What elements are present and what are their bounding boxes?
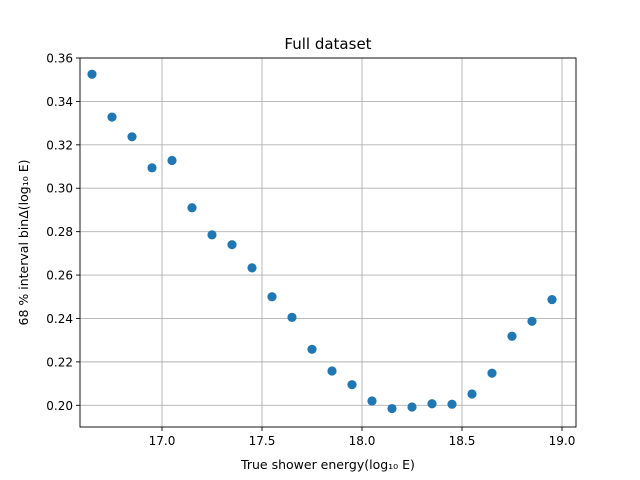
data-point: [307, 344, 317, 354]
data-point: [347, 380, 357, 390]
x-tick-label: 18.5: [449, 434, 476, 448]
x-axis: 17.0 17.5 18.0 18.5 19.0: [149, 427, 576, 448]
x-tick-label: 18.0: [349, 434, 376, 448]
data-point: [87, 69, 97, 79]
data-point: [227, 240, 237, 250]
data-point: [267, 292, 277, 302]
x-tick-label: 19.0: [549, 434, 576, 448]
y-tick-label: 0.22: [46, 355, 73, 369]
data-point: [247, 263, 257, 273]
x-tick-label: 17.0: [149, 434, 176, 448]
data-point: [407, 402, 417, 412]
y-axis: 0.20 0.22 0.24 0.26 0.28 0.30 0.32 0.34 0.36: [46, 52, 80, 413]
data-point: [187, 203, 197, 213]
data-point: [387, 403, 397, 414]
y-tick-label: 0.28: [46, 225, 73, 239]
data-point: [287, 312, 297, 322]
data-points: [87, 69, 557, 414]
data-point: [167, 155, 177, 166]
x-tick-label: 17.5: [249, 434, 276, 448]
data-point: [527, 316, 537, 326]
data-point: [427, 399, 437, 409]
data-point: [507, 331, 517, 341]
y-tick-label: 0.36: [46, 52, 73, 66]
data-point: [447, 399, 457, 409]
chart-title: Full dataset: [284, 35, 371, 53]
x-axis-label: True shower energy(log₁₀ E): [240, 457, 415, 472]
y-tick-label: 0.20: [46, 399, 73, 413]
data-point: [367, 396, 377, 406]
y-tick-label: 0.30: [46, 182, 73, 196]
data-point: [487, 368, 497, 378]
grid: [80, 57, 576, 427]
data-point: [147, 163, 157, 173]
axes-background: [80, 58, 576, 427]
y-axis-label: 68 % interval binΔ(log₁₀ E): [16, 160, 31, 326]
y-tick-label: 0.34: [46, 95, 73, 109]
y-tick-label: 0.26: [46, 269, 73, 283]
y-tick-label: 0.24: [46, 312, 73, 326]
axes-frame: [79, 57, 577, 428]
data-point: [107, 112, 117, 122]
data-point: [467, 389, 477, 399]
data-point: [327, 366, 337, 376]
y-tick-label: 0.32: [46, 138, 73, 152]
data-point: [127, 132, 137, 142]
data-point: [547, 294, 557, 305]
data-point: [207, 230, 217, 240]
